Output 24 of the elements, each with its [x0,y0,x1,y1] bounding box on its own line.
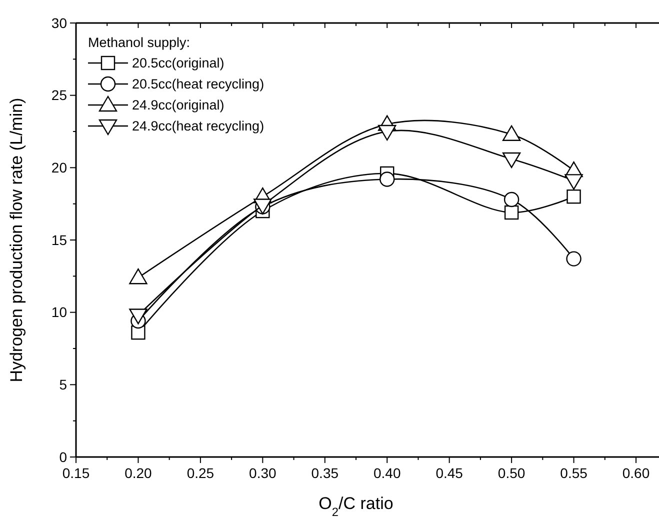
x-tick-label: 0.40 [373,465,401,481]
x-tick-label: 0.45 [436,465,464,481]
legend-label: 24.9cc(original) [132,98,224,113]
y-tick-label: 20 [51,160,68,176]
y-tick-label: 15 [51,232,68,248]
x-tick-label: 0.15 [62,465,90,481]
x-tick-label: 0.30 [249,465,277,481]
x-tick-label: 0.50 [498,465,526,481]
y-tick-label: 0 [59,448,68,465]
x-tick-label: 0.55 [560,465,588,481]
legend-title: Methanol supply: [88,35,190,50]
legend-label: 20.5cc(heat recycling) [132,76,264,92]
x-tick-label: 0.25 [186,465,214,481]
legend-label: 20.5cc(original) [132,56,224,71]
y-axis-title: Hydrogen production flow rate (L/min) [7,98,26,382]
legend-label: 24.9cc(heat recycling) [132,118,264,134]
y-tick-label: 25 [51,87,68,104]
x-tick-label: 0.60 [622,465,650,481]
x-axis-title: O$_{2}$/C ratio [318,494,394,519]
y-tick-label: 30 [51,14,68,31]
x-tick-label: 0.35 [311,465,339,481]
x-tick-label: 0.20 [124,465,152,481]
y-tick-label: 5 [59,376,68,393]
y-tick-label: 10 [51,304,68,320]
